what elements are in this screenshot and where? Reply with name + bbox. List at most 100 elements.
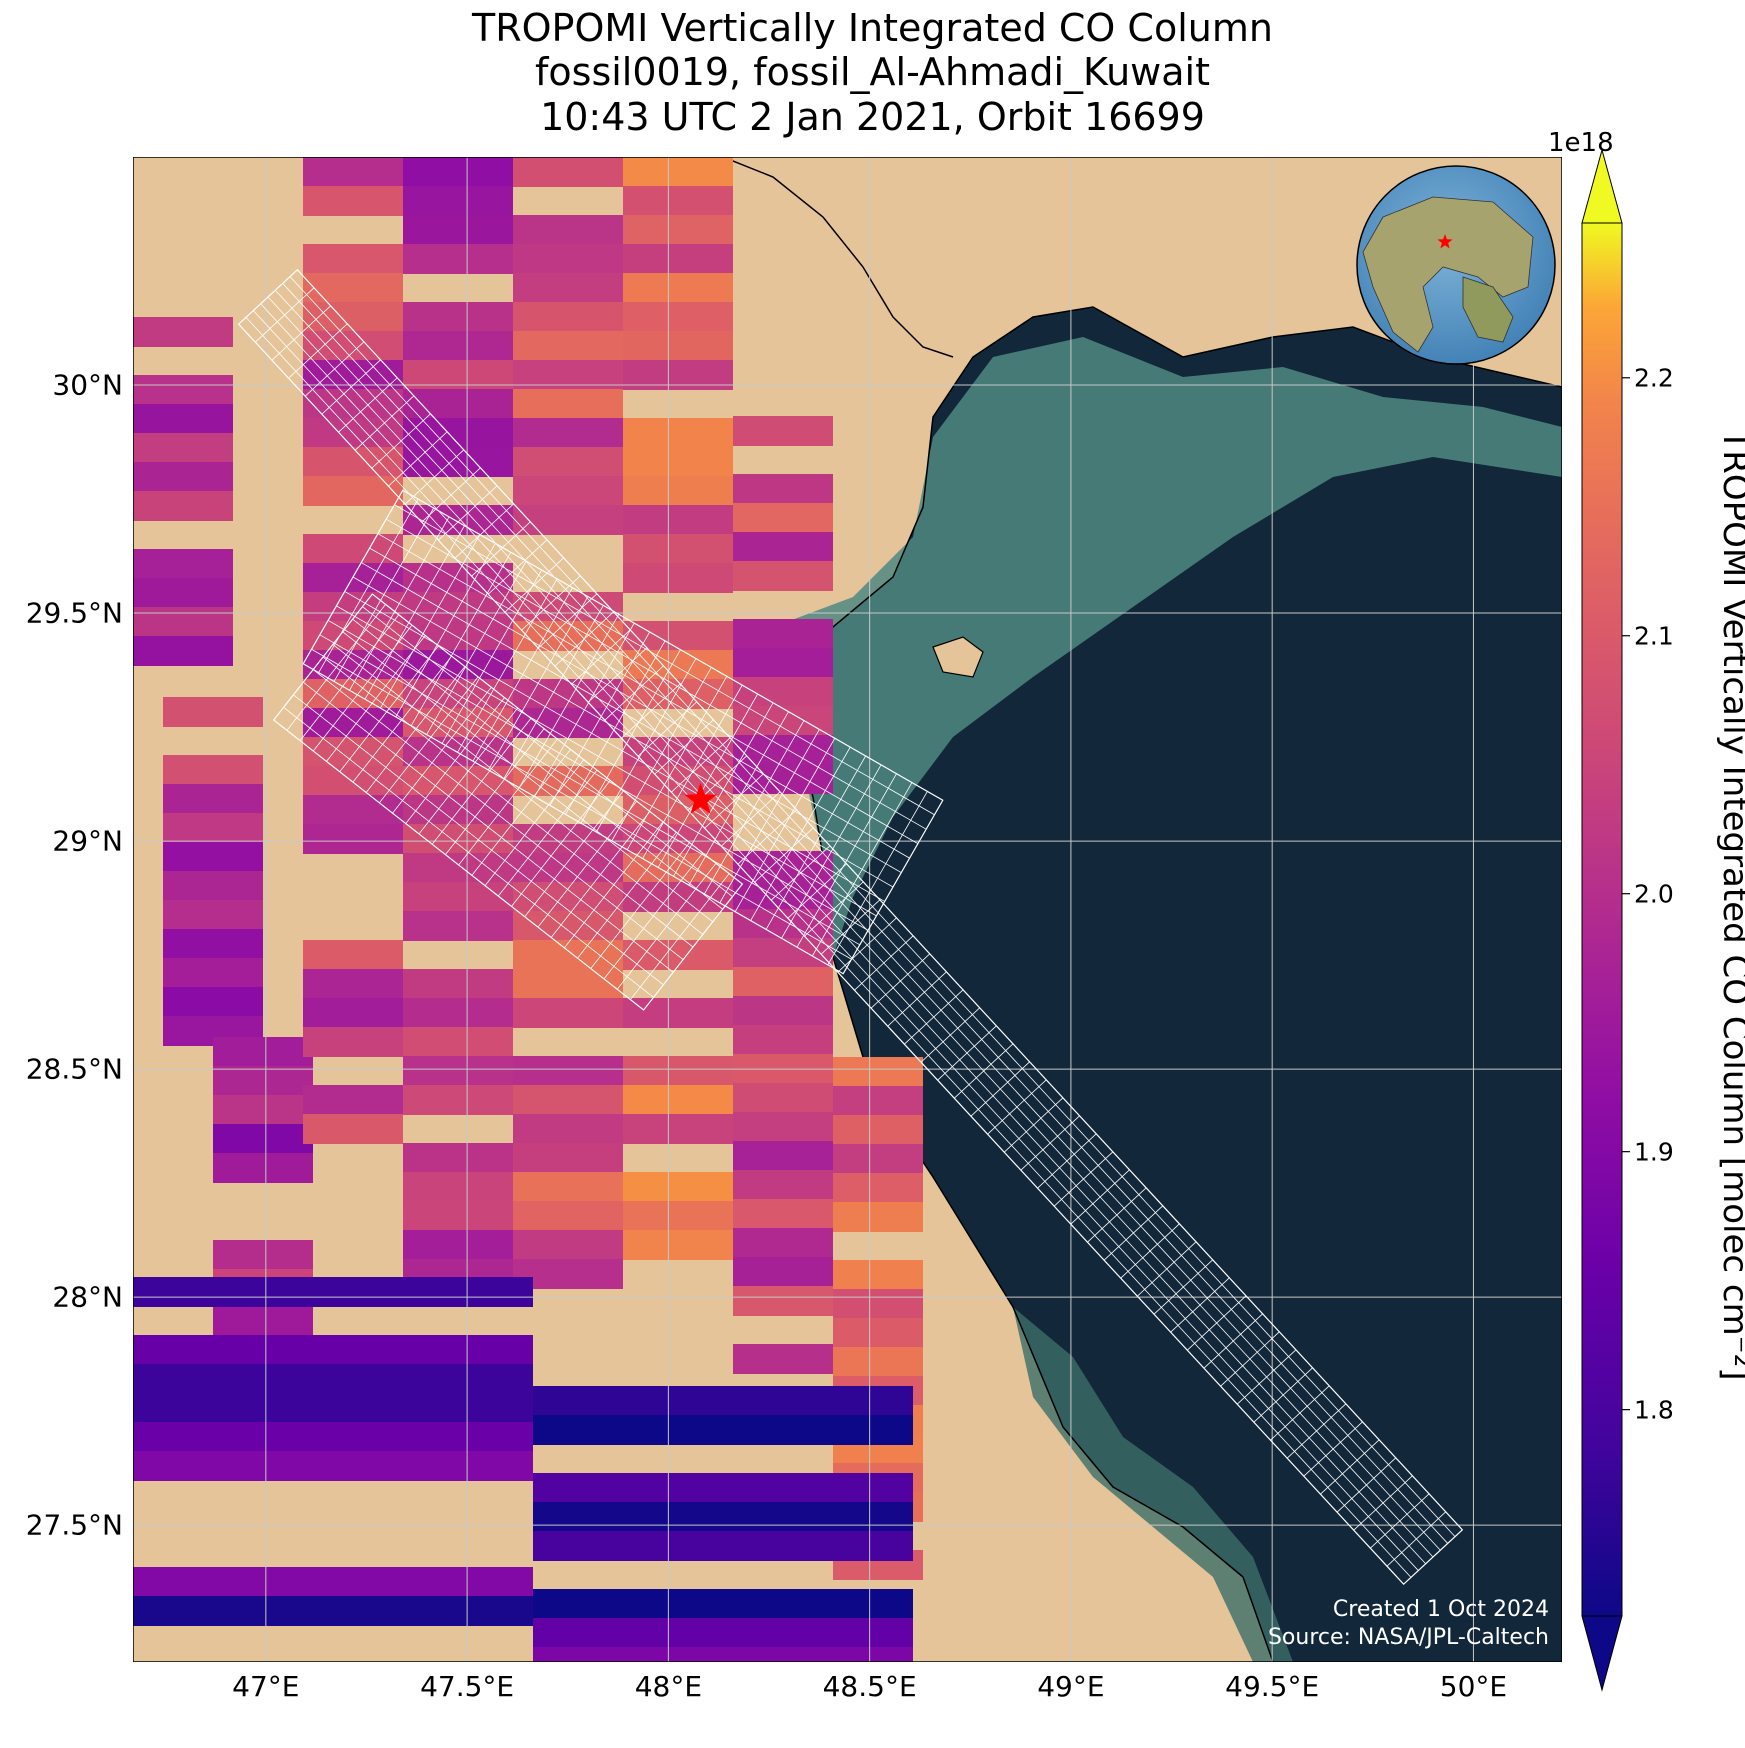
target-grid-line	[322, 656, 694, 948]
co-pixel	[513, 853, 623, 883]
co-pixel	[133, 1451, 533, 1481]
co-pixel	[513, 157, 623, 187]
colorbar-exponent: 1e18	[1548, 128, 1614, 158]
co-pixel	[623, 940, 733, 970]
co-pixel	[403, 1056, 513, 1086]
target-grid-line	[283, 707, 654, 998]
target-grid-line	[352, 618, 723, 910]
colorbar-gradient	[1581, 222, 1623, 1617]
co-pixel	[163, 755, 263, 785]
target-grid-line	[362, 606, 733, 897]
co-pixel	[403, 853, 513, 883]
co-pixel	[623, 1230, 733, 1260]
target-grid-line	[282, 283, 1448, 1544]
lat-tick-label: 28.5°N	[25, 1052, 123, 1086]
co-pixel	[403, 679, 513, 709]
co-pixel	[163, 987, 263, 1017]
northern-coastline	[692, 306, 1562, 678]
co-pixel	[733, 764, 833, 794]
co-pixel	[733, 416, 833, 446]
co-pixel	[623, 302, 733, 332]
co-pixel	[303, 1027, 403, 1057]
co-pixel	[303, 940, 403, 970]
colorbar-tick-label: 2.1	[1634, 621, 1674, 651]
co-pixel	[303, 795, 403, 825]
co-pixel	[303, 244, 403, 274]
co-pixel	[403, 998, 513, 1028]
lon-tick-label: 47.5°E	[420, 1670, 515, 1703]
co-pixel	[303, 447, 403, 477]
co-pixel	[733, 1025, 833, 1055]
co-pixel	[513, 476, 623, 506]
co-pixel	[213, 1124, 313, 1154]
co-pixel	[533, 1502, 913, 1532]
co-pixel	[733, 967, 833, 997]
co-pixel	[623, 476, 733, 506]
co-pixel	[623, 1114, 733, 1144]
co-pixel	[623, 331, 733, 361]
lat-tick-label: 29°N	[52, 824, 123, 858]
co-pixel	[403, 1027, 513, 1057]
target-grid-line	[336, 605, 877, 917]
co-pixel	[163, 842, 263, 872]
co-pixel	[163, 871, 263, 901]
graticule	[133, 157, 1562, 1662]
co-pixel	[403, 969, 513, 999]
co-pixel	[303, 186, 403, 216]
co-pixel	[403, 911, 513, 941]
co-pixel	[163, 784, 263, 814]
map-canvas[interactable]	[133, 157, 1562, 1662]
target-grid-line	[342, 631, 713, 923]
co-pixel	[513, 882, 623, 912]
colorbar-tick-label: 2.0	[1634, 879, 1674, 909]
co-pixel	[833, 1144, 923, 1174]
co-pixel	[733, 996, 833, 1026]
co-pixel	[133, 1277, 533, 1307]
credit-source: Source: NASA/JPL-Caltech	[1267, 1625, 1549, 1650]
co-pixel	[213, 1240, 313, 1270]
co-pixel	[403, 302, 513, 332]
co-pixel	[163, 697, 263, 727]
co-pixel	[133, 1567, 533, 1597]
co-pixel	[623, 563, 733, 593]
colorbar-ticks	[1622, 377, 1630, 1411]
co-pixel	[513, 244, 623, 274]
co-pixel	[513, 418, 623, 448]
co-pixel	[513, 302, 623, 332]
co-pixel	[733, 1344, 833, 1374]
co-pixel	[513, 447, 623, 477]
target-grid-line	[293, 694, 664, 986]
site-marker-star[interactable]	[684, 783, 717, 814]
co-pixel	[623, 157, 733, 187]
co-pixel	[133, 1393, 533, 1423]
co-pixel	[623, 215, 733, 245]
co-pixel	[513, 389, 623, 419]
colorbar-tick-label: 1.9	[1634, 1137, 1674, 1167]
co-pixel	[303, 302, 403, 332]
co-pixel	[833, 1289, 923, 1319]
co-pixel	[623, 505, 733, 535]
co-pixel	[513, 1085, 623, 1115]
co-pixel	[403, 766, 513, 796]
co-pixel	[303, 534, 403, 564]
co-pixel	[733, 880, 833, 910]
co-pixel	[833, 1347, 923, 1377]
target-grid-line	[289, 276, 1456, 1537]
map-panel[interactable]	[133, 157, 1562, 1662]
co-pixel	[163, 929, 263, 959]
co-pixel	[513, 1201, 623, 1231]
co-pixel	[403, 1230, 513, 1260]
co-pixel	[513, 1143, 623, 1173]
co-pixel	[733, 503, 833, 533]
co-pixel	[213, 1153, 313, 1183]
co-pixel	[213, 1066, 313, 1096]
target-grid-line	[260, 303, 1426, 1565]
co-pixel	[403, 186, 513, 216]
co-pixel	[133, 549, 233, 579]
co-pixel	[833, 1260, 923, 1290]
co-pixel	[513, 1230, 623, 1260]
co-pixel	[133, 1596, 533, 1626]
co-pixel	[403, 882, 513, 912]
target-grid-line	[253, 310, 1419, 1571]
target-grid-line	[352, 576, 894, 888]
